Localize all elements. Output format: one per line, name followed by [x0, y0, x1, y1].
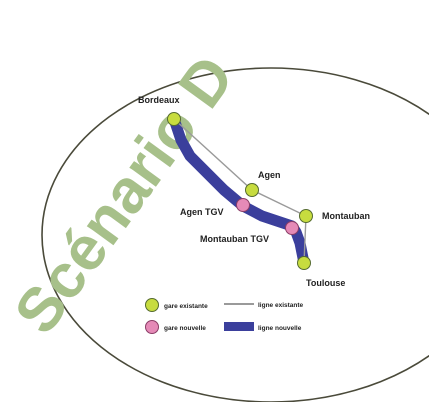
station-agen-marker [245, 183, 259, 197]
station-agen-tgv-label: Agen TGV [180, 207, 224, 217]
station-bordeaux-marker [167, 112, 181, 126]
station-bordeaux-label: Bordeaux [138, 95, 180, 105]
station-toulouse-label: Toulouse [306, 278, 345, 288]
legend-existing-station-label: gare existante [164, 303, 208, 310]
new-line [168, 113, 310, 269]
legend-new-line-label: ligne nouvelle [258, 325, 302, 332]
station-toulouse-marker [297, 256, 311, 270]
legend-new-line-swatch [224, 322, 254, 331]
station-montauban-tgv-label: Montauban TGV [200, 234, 269, 244]
legend-new-station-marker [145, 320, 159, 334]
station-agen-label: Agen [258, 170, 281, 180]
station-montauban-label: Montauban [322, 211, 370, 221]
station-montauban-tgv-marker [285, 221, 299, 235]
legend-existing-line-label: ligne existante [258, 302, 304, 309]
existing-line [173, 118, 307, 264]
legend-new-station-label: gare nouvelle [164, 325, 206, 332]
legend: gare existante ligne existante gare nouv… [145, 298, 304, 334]
scenario-title: Scénario D [2, 44, 248, 347]
station-montauban-marker [299, 209, 313, 223]
legend-existing-station-marker [145, 298, 159, 312]
station-agen-tgv-marker [236, 198, 250, 212]
